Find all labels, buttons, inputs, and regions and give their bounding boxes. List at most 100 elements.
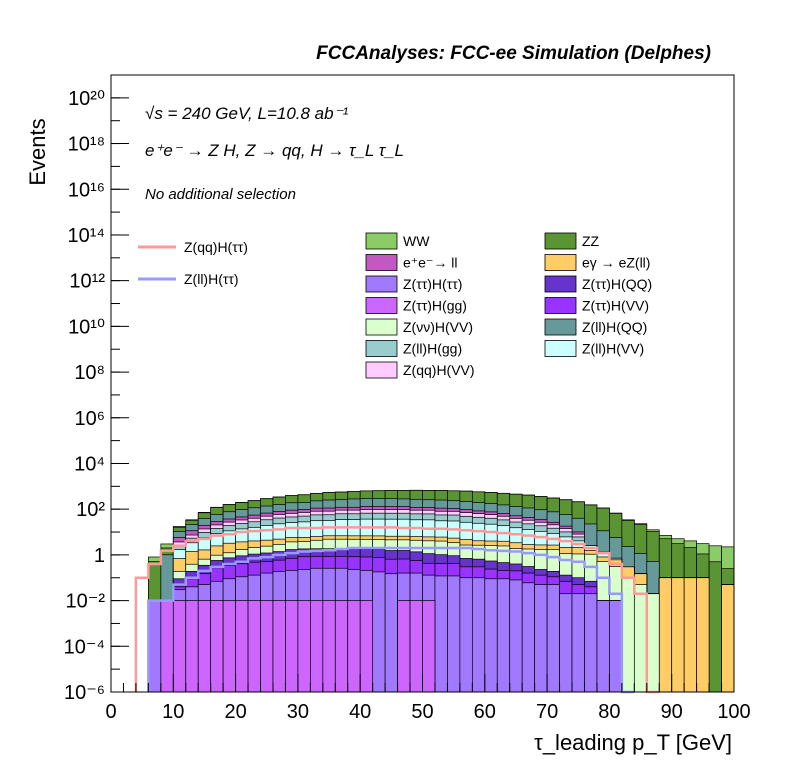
bin-z-h-gg-34 [322,600,336,693]
bin-z-h-gg-24 [260,600,274,693]
y-tick-label-5: 10⁴ [74,453,105,475]
legend-label-z-qq-h-vv: Z(qq)H(VV) [403,362,475,378]
legend-label-ww: WW [403,233,430,249]
x-tick-label-30: 30 [287,701,309,723]
y-tick-label-0: 10⁻⁶ [64,682,105,704]
bin-zz-96 [708,561,722,693]
bin-z-h-gg-50 [422,600,436,693]
bin-z-h-gg-10 [172,600,187,693]
x-tick-label-20: 20 [224,701,246,723]
bin-z-h-80 [609,600,623,693]
x-tick-label-80: 80 [598,701,620,723]
bin-z-h-gg-26 [272,600,286,693]
line-z-ll-h [147,546,635,694]
bin-z-h-44 [384,573,398,693]
chart-title: FCCAnalyses: FCC-ee Simulation (Delphes) [316,43,711,64]
legend-swatch-zz [544,232,577,250]
x-tick-label-100: 100 [717,701,750,723]
bin-z-h-gg-46 [397,600,411,693]
y-tick-label-3: 1 [94,545,105,567]
legend-label-z-qq-h: Z(qq)H(ττ) [184,239,248,255]
legend-swatch-z-qq-h-vv [365,361,398,379]
y-tick-label-2: 10⁻² [66,591,106,613]
legend-label-z-h-qq: Z(ττ)H(QQ) [582,276,652,292]
bin-z-h-gg-20 [235,600,249,693]
x-tick-label-70: 70 [536,701,558,723]
legend-label-zz: ZZ [582,233,600,249]
legend-swatch-z-ll-h-qq [544,318,577,336]
stacked-histograms [148,489,735,693]
bin-z-h-gg-32 [310,600,324,693]
x-tick-label-90: 90 [661,701,683,723]
legend-label-z-h-gg: Z(ττ)H(gg) [403,298,467,314]
legend-label-z-ll-h-vv: Z(ll)H(VV) [582,341,644,357]
legend-swatch-ww [365,232,398,250]
bin-z-h-gg-16 [210,600,224,693]
legend-swatch-z-ll-h-vv [544,340,577,357]
bin-z-h-gg-38 [347,600,361,693]
legend-label-e-e-ll: e⁺e⁻→ ll [403,255,457,271]
x-tick-label-60: 60 [474,701,496,723]
bin-z-h-gg-14 [197,600,212,693]
x-tick-label-0: 0 [105,701,116,723]
y-tick-label-13: 10²⁰ [68,88,105,110]
bin-z-h-68 [534,584,548,693]
bin-e-ez-ll-90 [671,577,685,693]
line-z-qq-h [134,526,660,694]
x-axis-label: τ_leading p_T [GeV] [534,730,732,755]
signal-lines [134,526,660,694]
y-tick-label-6: 10⁶ [75,408,105,430]
bin-z-h-70 [546,584,560,693]
bin-z-h-58 [471,577,486,693]
legend-swatch-z-ll-h-gg [365,340,398,357]
bin-z-h-gg-8 [160,600,174,693]
bin-z-h-52 [434,575,448,693]
bin-z-h-74 [571,593,585,693]
y-axis-ticks: 10⁻⁶ 10⁻⁴ 10⁻² 1 10² 10⁴ 10⁶ 10⁸ 10¹⁰ 10¹² 10¹⁴ 10¹… [64,74,129,704]
bin-z-h-gg-30 [297,600,311,693]
selection-annotation: No additional selection [145,186,296,203]
bin-z-h-gg-22 [247,600,261,693]
bin-z-h-78 [596,600,610,693]
y-tick-label-1: 10⁻⁴ [64,636,105,658]
bin-z-h-72 [559,593,573,693]
legend-swatch-z-h-vv [544,297,577,314]
x-tick-label-40: 40 [349,701,371,723]
bin-z-h-vv-84 [633,584,648,693]
legend-label-z-h-vv: Z(ττ)H(VV) [582,298,649,314]
process-annotation: e⁺e⁻ → Z H, Z → qq, H → τ_L τ_L [145,141,404,160]
y-tick-label-8: 10¹⁰ [68,316,105,338]
y-tick-label-12: 10¹⁸ [68,134,105,156]
y-tick-label-11: 10¹⁶ [68,179,105,201]
y-tick-label-9: 10¹² [69,271,105,293]
bin-z-h-66 [521,582,535,693]
legend-label-z-ll-h: Z(ll)H(ττ) [184,271,239,287]
stack-z-h-gg [160,600,436,693]
bin-z-h-gg-18 [222,600,236,693]
legend-label-z-h-vv: Z(νν)H(VV) [403,319,473,335]
bin-e-ez-ll-94 [696,577,710,693]
legend-swatch-z-h-qq [544,275,577,293]
bin-z-h-56 [459,577,473,693]
legend-label-z-h: Z(ττ)H(ττ) [403,276,462,292]
bin-z-h-76 [584,593,598,693]
bin-e-ez-ll-88 [658,577,673,693]
x-axis-ticks: 0 10 20 30 40 50 60 70 80 90 100 [105,674,751,723]
bin-z-h-6 [148,600,162,693]
legend-label-z-ll-h-qq: Z(ll)H(QQ) [582,319,647,335]
bin-z-h-vv-86 [646,593,660,693]
bin-z-h-54 [447,575,461,693]
legend-line-entries: Z(qq)H(ττ) Z(ll)H(ττ) [138,239,248,287]
bin-z-h-42 [372,571,386,693]
bin-z-h-gg-40 [359,600,374,693]
bin-e-ez-ll-92 [683,577,697,693]
legend-swatch-e-ez-ll [544,254,577,271]
bin-z-h-vv-82 [621,577,635,693]
y-tick-label-10: 10¹⁴ [68,225,106,247]
y-axis-label: Events [25,118,50,185]
legend-swatch-z-h-vv [365,318,398,336]
bin-z-h-62 [496,578,511,693]
bin-z-h-60 [484,578,498,693]
x-tick-label-10: 10 [162,701,184,723]
